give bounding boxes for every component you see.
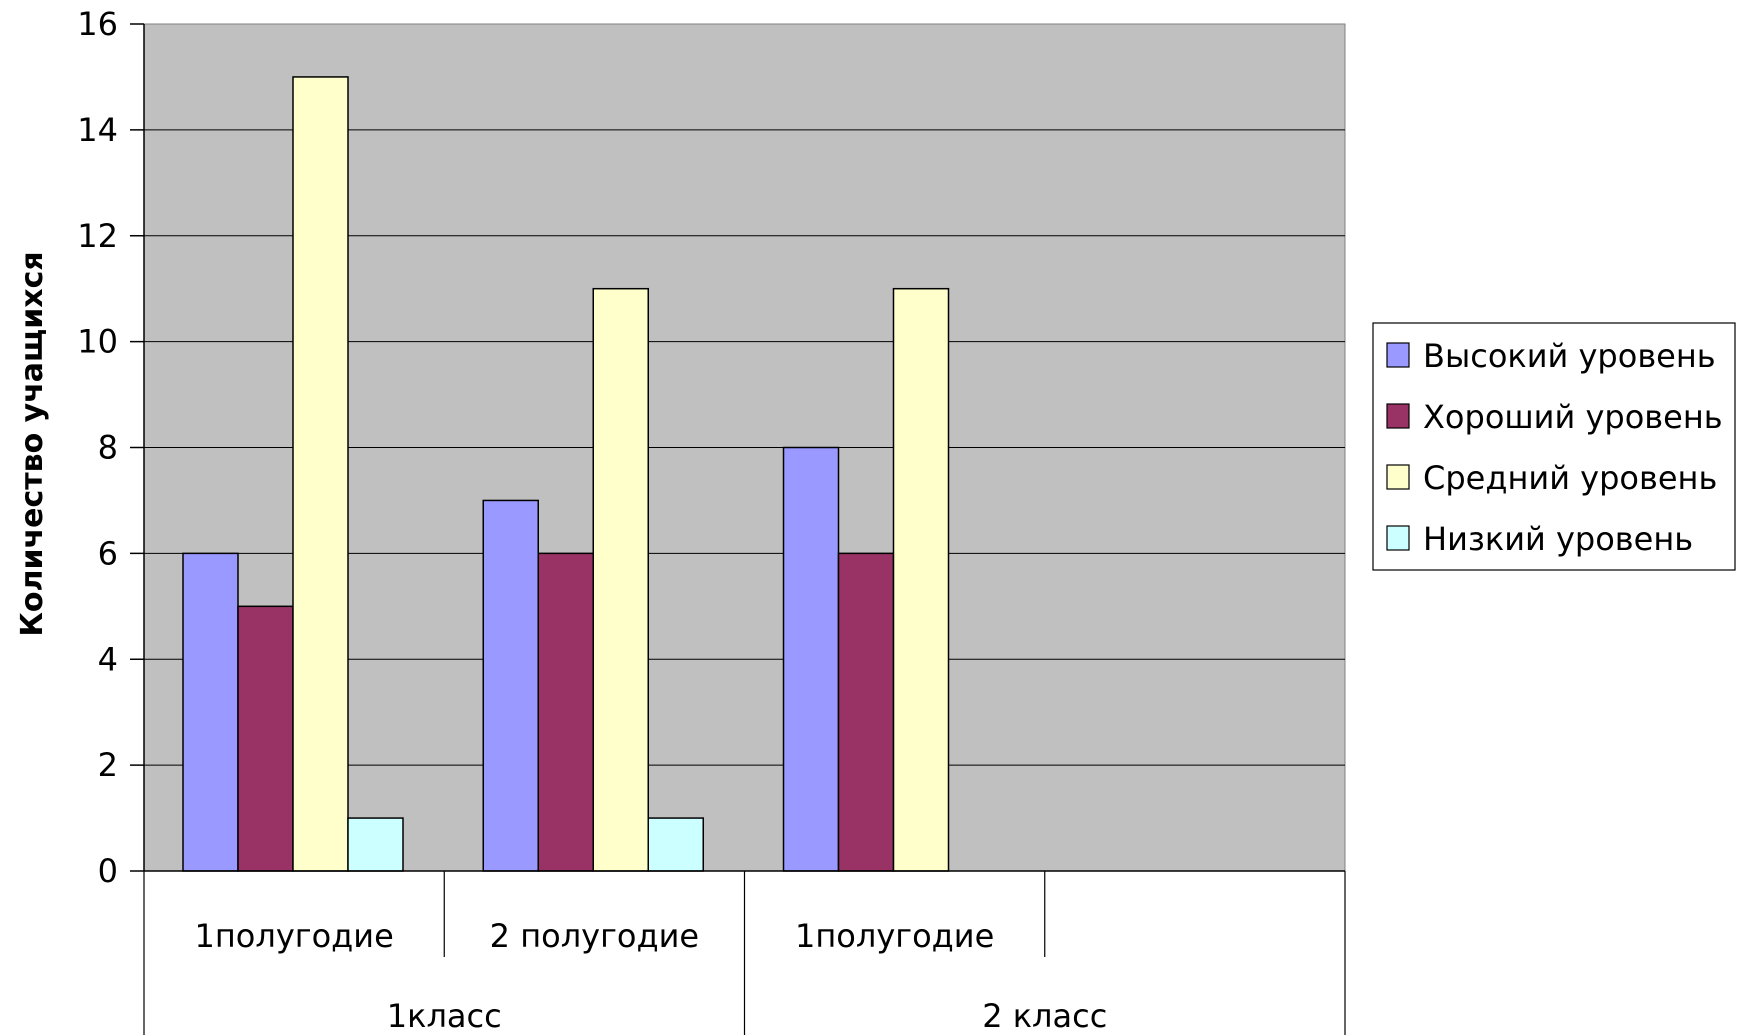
legend-box bbox=[1372, 322, 1736, 571]
legend-swatch bbox=[1386, 464, 1410, 490]
y-tick-label: 0 bbox=[98, 852, 118, 890]
y-tick-label: 14 bbox=[77, 111, 118, 149]
bar bbox=[647, 817, 704, 872]
legend: Высокий уровень Хороший уровень Средний ур… bbox=[1372, 322, 1736, 571]
legend-label: Хороший уровень bbox=[1423, 398, 1723, 436]
y-tick-label: 16 bbox=[77, 5, 118, 43]
bar bbox=[782, 446, 840, 872]
y-tick-label: 6 bbox=[98, 534, 118, 572]
bars bbox=[182, 76, 950, 872]
x-group-label: 1класс bbox=[387, 997, 502, 1035]
y-tick-label: 2 bbox=[98, 746, 118, 784]
bar bbox=[237, 605, 294, 872]
x-category-label: 1полугодие bbox=[795, 917, 994, 955]
x-category-label: 2 полугодие bbox=[490, 917, 699, 955]
y-tick-label: 10 bbox=[77, 323, 118, 361]
bar bbox=[537, 552, 594, 872]
legend-swatch bbox=[1386, 342, 1410, 368]
y-axis-label: Количество учащихся bbox=[15, 251, 50, 636]
y-tick-label: 4 bbox=[98, 640, 118, 678]
bar bbox=[482, 499, 539, 872]
bar bbox=[182, 552, 239, 872]
bar bbox=[837, 552, 895, 872]
legend-label: Средний уровень bbox=[1423, 459, 1717, 497]
bar bbox=[292, 76, 349, 872]
bar bbox=[347, 817, 404, 872]
x-axis: 1полугодие 2 полугодие 1полугодие 1класс 2 к… bbox=[143, 870, 1346, 1035]
legend-label: Низкий уровень bbox=[1423, 520, 1693, 558]
y-axis-ticks: 0 2 4 6 8 10 12 14 16 bbox=[77, 5, 145, 890]
x-category-label: 1полугодие bbox=[195, 917, 394, 955]
legend-swatch bbox=[1386, 525, 1410, 551]
legend-swatch bbox=[1386, 403, 1410, 429]
bar bbox=[892, 287, 950, 872]
y-tick-label: 12 bbox=[77, 217, 118, 255]
bar bbox=[592, 287, 649, 872]
y-tick-label: 8 bbox=[98, 429, 118, 467]
legend-label: Высокий уровень bbox=[1423, 337, 1716, 375]
x-group-label: 2 класс bbox=[982, 997, 1107, 1035]
